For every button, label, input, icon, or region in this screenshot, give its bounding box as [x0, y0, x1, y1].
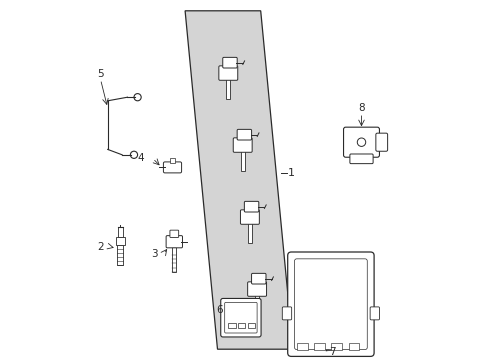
- FancyBboxPatch shape: [237, 129, 251, 140]
- FancyBboxPatch shape: [220, 298, 261, 337]
- Bar: [169, 158, 175, 163]
- FancyBboxPatch shape: [223, 57, 237, 68]
- FancyBboxPatch shape: [282, 307, 291, 320]
- Bar: [255, 295, 259, 315]
- Bar: [247, 223, 251, 243]
- FancyBboxPatch shape: [233, 138, 252, 152]
- Text: 4: 4: [137, 153, 143, 163]
- FancyBboxPatch shape: [287, 252, 373, 356]
- Bar: [115, 237, 125, 245]
- Text: 7: 7: [329, 347, 335, 357]
- FancyBboxPatch shape: [163, 162, 181, 173]
- Bar: [348, 343, 359, 350]
- Bar: [296, 343, 307, 350]
- Text: 3: 3: [151, 249, 158, 259]
- FancyBboxPatch shape: [349, 154, 372, 164]
- Bar: [240, 151, 244, 171]
- Polygon shape: [185, 11, 292, 349]
- Bar: [228, 323, 235, 328]
- Bar: [330, 343, 342, 350]
- Text: 2: 2: [97, 242, 104, 252]
- FancyBboxPatch shape: [343, 127, 379, 157]
- FancyBboxPatch shape: [244, 201, 258, 212]
- Bar: [117, 245, 123, 265]
- FancyBboxPatch shape: [169, 230, 178, 238]
- Bar: [247, 323, 254, 328]
- FancyBboxPatch shape: [369, 307, 379, 320]
- Bar: [313, 343, 324, 350]
- Text: 5: 5: [97, 69, 103, 79]
- FancyBboxPatch shape: [224, 302, 257, 333]
- Bar: [226, 79, 230, 99]
- FancyBboxPatch shape: [375, 133, 387, 151]
- FancyBboxPatch shape: [247, 282, 266, 296]
- FancyBboxPatch shape: [219, 66, 237, 80]
- Text: 8: 8: [357, 103, 364, 113]
- FancyBboxPatch shape: [240, 210, 259, 224]
- FancyBboxPatch shape: [294, 259, 366, 350]
- Bar: [238, 323, 244, 328]
- Text: 1: 1: [287, 168, 294, 178]
- Text: 6: 6: [216, 305, 223, 315]
- FancyBboxPatch shape: [251, 273, 265, 284]
- Bar: [118, 228, 122, 237]
- Bar: [172, 247, 176, 272]
- FancyBboxPatch shape: [166, 236, 182, 248]
